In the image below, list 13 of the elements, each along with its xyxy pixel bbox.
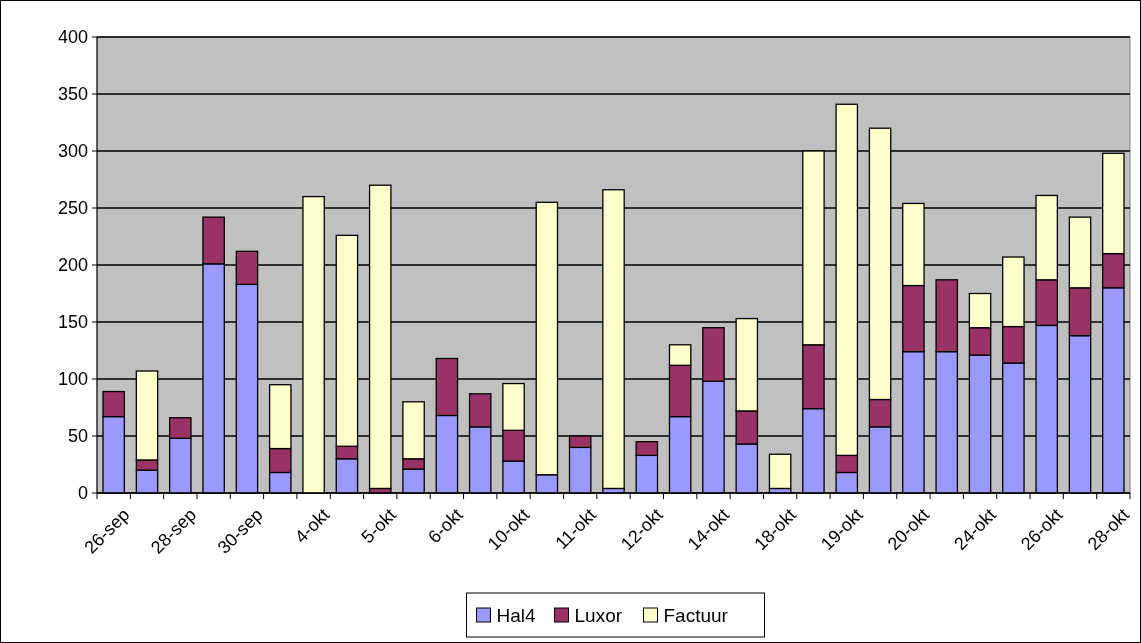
- y-tick-label: 0: [77, 483, 88, 504]
- y-tick-label: 250: [57, 198, 88, 219]
- legend-label: Hal4: [496, 604, 537, 626]
- y-tick-label: 200: [57, 255, 88, 276]
- legend-label: Factuur: [663, 604, 729, 626]
- y-tick-label: 50: [67, 426, 88, 447]
- legend-label: Luxor: [574, 604, 623, 626]
- y-tick-label: 100: [57, 369, 88, 390]
- bar: [768, 453, 792, 490]
- y-tick-label: 400: [57, 27, 88, 48]
- y-tick-label: 350: [57, 84, 88, 105]
- y-tick-label: 150: [57, 312, 88, 333]
- y-tick-label: 300: [57, 141, 88, 162]
